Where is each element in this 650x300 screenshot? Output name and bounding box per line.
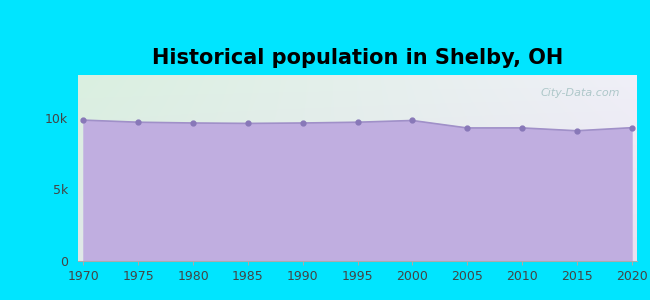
Title: Historical population in Shelby, OH: Historical population in Shelby, OH [152,48,563,68]
Text: City-Data.com: City-Data.com [541,88,620,98]
